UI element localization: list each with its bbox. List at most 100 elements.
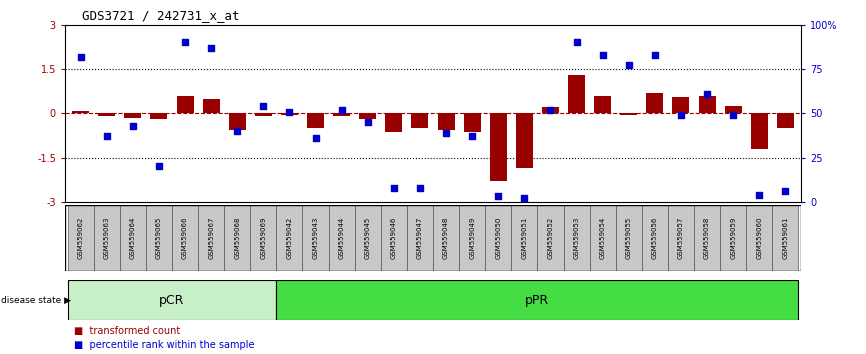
Point [674, 112, 688, 118]
Bar [224, 205, 250, 271]
Text: pPR: pPR [526, 293, 549, 307]
Bar [355, 205, 381, 271]
Bar [381, 205, 407, 271]
Bar [746, 205, 772, 271]
Bar [751, 113, 768, 149]
Point [152, 164, 166, 169]
Point [387, 185, 401, 190]
Point [779, 188, 792, 194]
Point [256, 103, 270, 109]
Point [282, 109, 296, 114]
Point [517, 195, 531, 201]
Point [308, 135, 322, 141]
Text: GSM559044: GSM559044 [339, 217, 345, 259]
Text: GSM559054: GSM559054 [599, 217, 605, 259]
Bar [281, 113, 298, 115]
Text: GSM559048: GSM559048 [443, 217, 449, 259]
Point [596, 52, 610, 58]
Bar [433, 205, 459, 271]
Bar [699, 96, 715, 113]
Bar [516, 113, 533, 168]
Bar [777, 113, 794, 128]
Text: GSM559062: GSM559062 [78, 217, 84, 259]
Text: GSM559058: GSM559058 [704, 217, 710, 259]
Bar [721, 205, 746, 271]
Bar [620, 113, 637, 115]
Bar [385, 113, 403, 132]
Bar [328, 205, 355, 271]
Bar [642, 205, 668, 271]
Bar [407, 205, 433, 271]
Bar [542, 107, 559, 113]
Bar [359, 113, 376, 119]
Point [126, 123, 139, 129]
Point [544, 107, 558, 113]
Bar [511, 205, 538, 271]
Text: GSM559043: GSM559043 [313, 217, 319, 259]
Bar [68, 205, 94, 271]
Text: GSM559067: GSM559067 [208, 217, 214, 259]
Text: ■  transformed count: ■ transformed count [74, 326, 180, 336]
Text: GSM559066: GSM559066 [182, 217, 188, 259]
Bar [459, 205, 485, 271]
Text: GSM559049: GSM559049 [469, 217, 475, 259]
Point [622, 63, 636, 68]
Text: GSM559052: GSM559052 [547, 217, 553, 259]
Bar [333, 113, 350, 116]
Bar [307, 113, 324, 128]
Point [753, 192, 766, 198]
Point [491, 194, 505, 199]
Text: GSM559055: GSM559055 [626, 217, 632, 259]
Bar [437, 113, 455, 130]
Text: GSM559069: GSM559069 [261, 217, 267, 259]
Bar [590, 205, 616, 271]
Point [100, 133, 113, 139]
Text: GSM559056: GSM559056 [652, 217, 658, 259]
Bar [772, 205, 798, 271]
Text: GSM559061: GSM559061 [782, 217, 788, 259]
Text: GSM559064: GSM559064 [130, 217, 136, 259]
Text: disease state ▶: disease state ▶ [1, 296, 71, 304]
Bar [673, 97, 689, 113]
Text: GSM559065: GSM559065 [156, 217, 162, 259]
Bar [463, 113, 481, 132]
Point [727, 112, 740, 118]
Bar [98, 113, 115, 116]
Bar [203, 98, 220, 113]
Text: GSM559045: GSM559045 [365, 217, 371, 259]
Bar [198, 205, 224, 271]
Bar [725, 106, 741, 113]
Point [230, 128, 244, 134]
Bar [250, 205, 276, 271]
Point [361, 119, 375, 125]
Bar [72, 111, 89, 113]
Bar [68, 280, 276, 320]
Bar [276, 205, 302, 271]
Text: GSM559051: GSM559051 [521, 217, 527, 259]
Bar [646, 93, 663, 113]
Text: GSM559059: GSM559059 [730, 217, 736, 259]
Point [465, 133, 479, 139]
Bar [490, 113, 507, 181]
Bar [616, 205, 642, 271]
Bar [151, 113, 167, 119]
Bar [668, 205, 694, 271]
Bar [229, 113, 246, 130]
Point [700, 91, 714, 97]
Text: GSM559047: GSM559047 [417, 217, 423, 259]
Text: GSM559050: GSM559050 [495, 217, 501, 259]
Point [439, 130, 453, 136]
Bar [172, 205, 198, 271]
Text: GSM559060: GSM559060 [756, 217, 762, 259]
Bar [564, 205, 590, 271]
Text: pCR: pCR [159, 293, 184, 307]
Bar [94, 205, 120, 271]
Text: GSM559046: GSM559046 [391, 217, 397, 259]
Bar [568, 75, 585, 113]
Bar [302, 205, 328, 271]
Bar [411, 113, 429, 128]
Text: GSM559063: GSM559063 [104, 217, 110, 259]
Text: GDS3721 / 242731_x_at: GDS3721 / 242731_x_at [82, 9, 240, 22]
Point [570, 40, 584, 45]
Text: GSM559068: GSM559068 [234, 217, 240, 259]
